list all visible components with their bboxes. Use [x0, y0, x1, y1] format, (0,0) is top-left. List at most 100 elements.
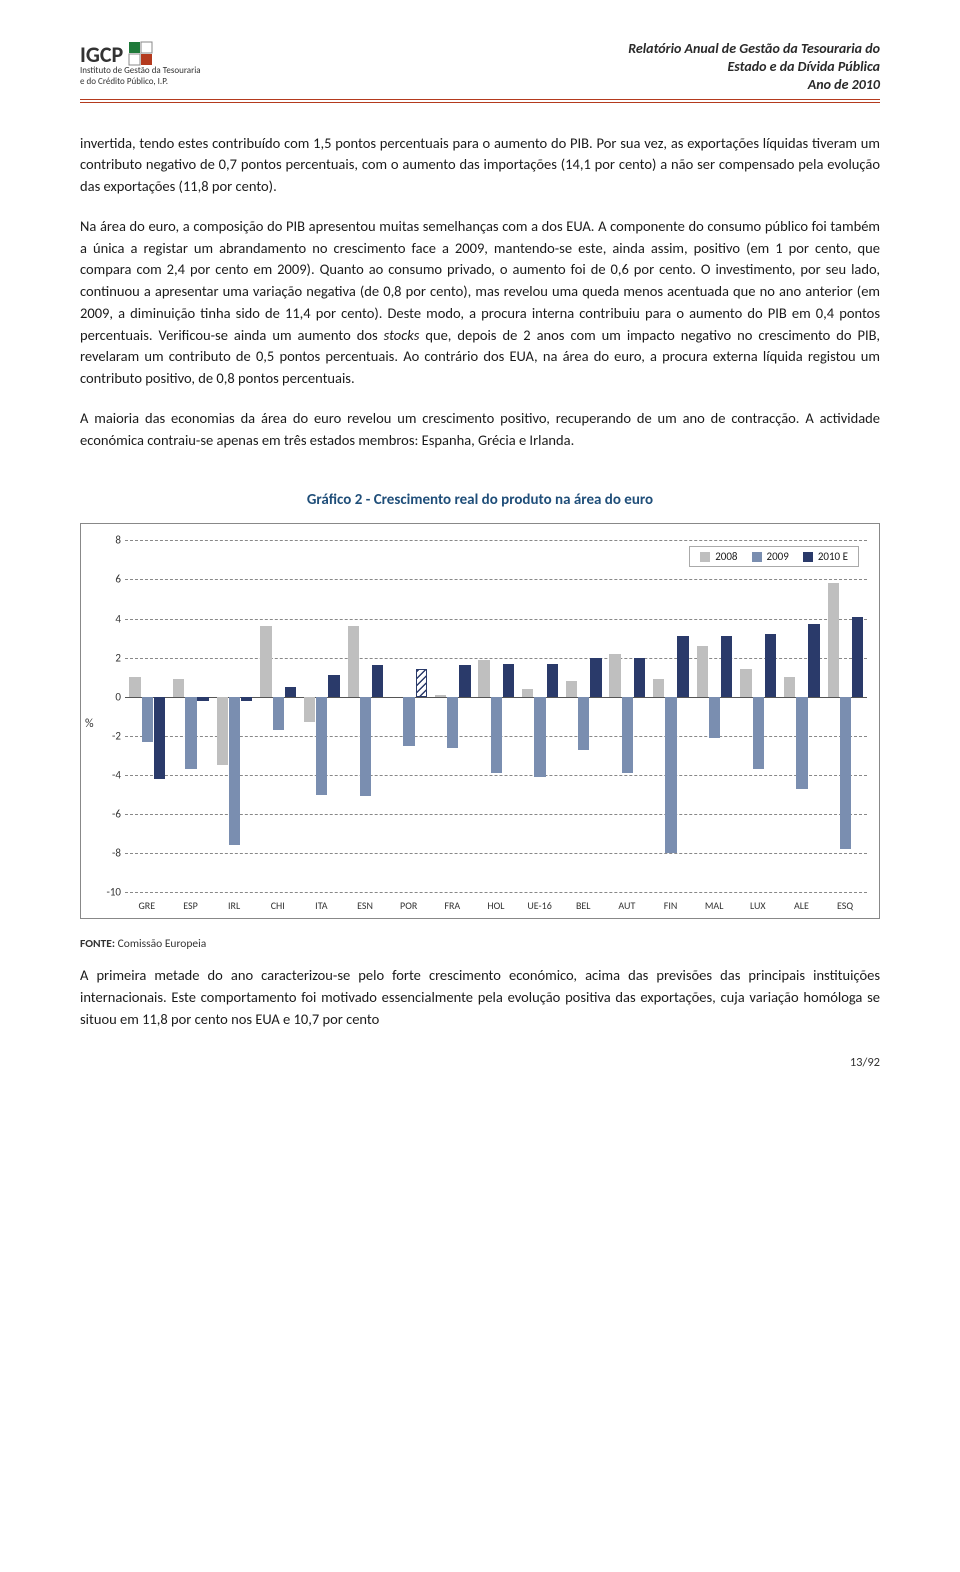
bar [566, 681, 577, 697]
bar [609, 654, 620, 697]
chart-title: Gráfico 2 - Crescimento real do produto … [80, 491, 880, 509]
page: IGCP Instituto de Gestão da Tesouraria e… [0, 0, 960, 1100]
bar [765, 634, 776, 697]
bar [677, 636, 688, 697]
bar [328, 675, 339, 697]
ytick-label: -6 [99, 808, 121, 821]
fonte-line: FONTE: Comissão Europeia [80, 937, 880, 951]
title-line3: Ano de 2010 [628, 76, 880, 94]
country-slot: MAL [692, 540, 736, 892]
page-header: IGCP Instituto de Gestão da Tesouraria e… [80, 40, 880, 103]
ytick-label: -10 [99, 886, 121, 899]
legend-swatch [803, 552, 813, 562]
bar [665, 697, 676, 853]
fonte-text: Comissão Europeia [115, 937, 206, 951]
logo-block: IGCP Instituto de Gestão da Tesouraria e… [80, 40, 201, 88]
bar [491, 697, 502, 773]
xtick-label: HOL [474, 899, 518, 912]
bar [840, 697, 851, 850]
xtick-label: FRA [430, 899, 474, 912]
bar [522, 689, 533, 697]
ytick-label: -2 [99, 729, 121, 742]
xtick-label: LUX [736, 899, 780, 912]
country-slot: ESN [343, 540, 387, 892]
xtick-label: MAL [692, 899, 736, 912]
ytick-label: 4 [99, 612, 121, 625]
xtick-label: ITA [300, 899, 344, 912]
legend-swatch [752, 552, 762, 562]
bar [459, 665, 470, 696]
bar [808, 624, 819, 696]
bar [348, 626, 359, 696]
body-text-below: A primeira metade do ano caracterizou-se… [80, 965, 880, 1030]
bar [229, 697, 240, 846]
country-slot: IRL [212, 540, 256, 892]
bar [534, 697, 545, 777]
ytick-label: -8 [99, 847, 121, 860]
institute-line1: Instituto de Gestão da Tesouraria [80, 65, 201, 76]
logo-igcp-block: IGCP Instituto de Gestão da Tesouraria e… [80, 40, 201, 88]
bar [852, 617, 863, 697]
bar [634, 658, 645, 697]
xtick-label: ESP [169, 899, 213, 912]
xtick-label: ESQ [823, 899, 867, 912]
bar [709, 697, 720, 738]
bar [721, 636, 732, 697]
fonte-label: FONTE: [80, 937, 115, 951]
country-slot: FRA [430, 540, 474, 892]
bar [403, 697, 414, 746]
ytick-label: 6 [99, 573, 121, 586]
shield-icon [127, 40, 155, 68]
bar [590, 658, 601, 697]
institute-line2: e do Crédito Público, I.P. [80, 76, 168, 87]
bar [129, 677, 140, 697]
bar [828, 583, 839, 696]
bar [740, 669, 751, 696]
body-text: invertida, tendo estes contribuído com 1… [80, 133, 880, 452]
country-slot: UE-16 [518, 540, 562, 892]
bar [503, 664, 514, 697]
paragraph-1: invertida, tendo estes contribuído com 1… [80, 133, 880, 198]
country-slot: BEL [561, 540, 605, 892]
country-slot: CHI [256, 540, 300, 892]
plot-area: 2008 2009 2010 E 86420-2-4-6-8-10GREESPI… [125, 540, 867, 892]
bar [578, 697, 589, 750]
title-line2: Estado e da Dívida Pública [628, 58, 880, 76]
chart-inner: % 2008 2009 2010 E 86420-2-4-6-8-10GREES… [87, 534, 873, 914]
country-slot: FIN [649, 540, 693, 892]
ytick-label: 8 [99, 534, 121, 547]
paragraph-3: A maioria das economias da área do euro … [80, 408, 880, 452]
chart-frame: % 2008 2009 2010 E 86420-2-4-6-8-10GREES… [80, 523, 880, 919]
bar [697, 646, 708, 697]
bar [753, 697, 764, 769]
ytick-label: -4 [99, 768, 121, 781]
xtick-label: AUT [605, 899, 649, 912]
bar [622, 697, 633, 773]
country-slot: AUT [605, 540, 649, 892]
bar [173, 679, 184, 697]
country-slot: HOL [474, 540, 518, 892]
country-slot: ESP [169, 540, 213, 892]
bar [372, 665, 383, 696]
country-slot: ALE [780, 540, 824, 892]
report-title: Relatório Anual de Gestão da Tesouraria … [628, 40, 880, 95]
logo-letters: IGCP [80, 41, 123, 68]
bar [197, 697, 208, 701]
bar [260, 626, 271, 696]
bar [435, 695, 446, 697]
bar [547, 664, 558, 697]
y-axis-label: % [85, 717, 94, 731]
country-slot: ESQ [823, 540, 867, 892]
xtick-label: POR [387, 899, 431, 912]
bar [217, 697, 228, 765]
logo-igcp: IGCP [80, 40, 201, 68]
bar [142, 697, 153, 742]
bar [478, 660, 489, 697]
legend-item-2008: 2008 [700, 550, 737, 563]
bar [304, 697, 315, 722]
gridline [125, 892, 867, 893]
bar [360, 697, 371, 797]
xtick-label: ESN [343, 899, 387, 912]
legend-item-2010e: 2010 E [803, 550, 848, 563]
xtick-label: BEL [561, 899, 605, 912]
